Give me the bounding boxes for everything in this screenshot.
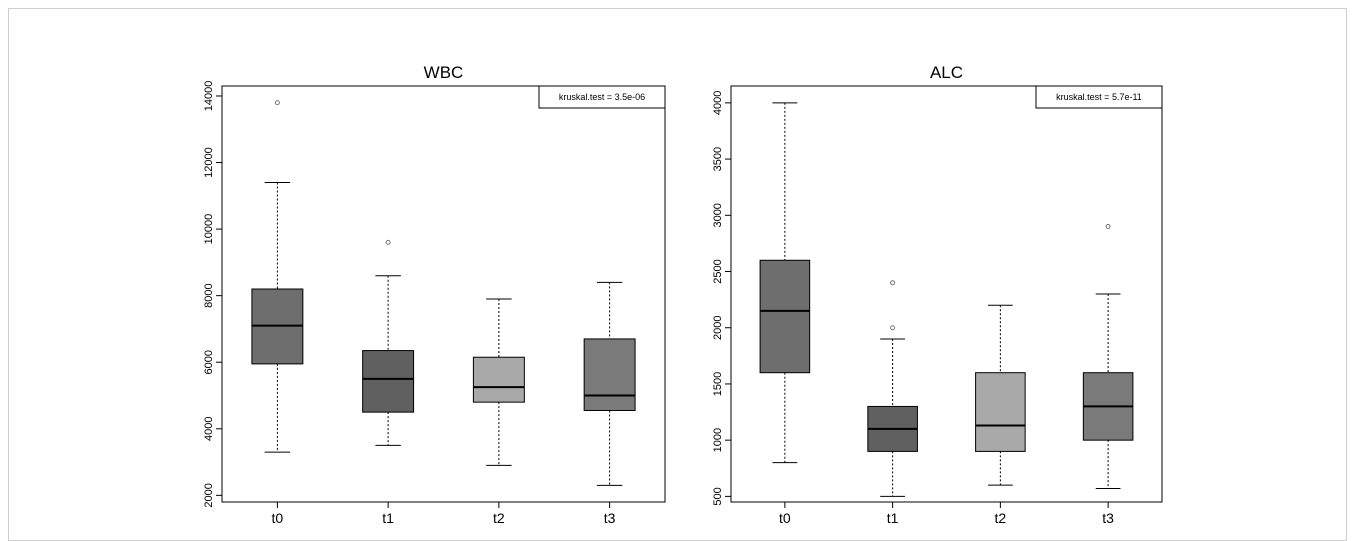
y-tick-label: 6000 xyxy=(203,350,215,374)
annotation-text: kruskal.test = 3.5e-06 xyxy=(559,92,645,102)
x-tick-label: t3 xyxy=(1102,510,1114,526)
outlier-point xyxy=(890,325,896,331)
box-t1 xyxy=(867,280,918,497)
y-tick-label: 3500 xyxy=(712,147,724,171)
y-tick-label: 8000 xyxy=(203,283,215,307)
y-tick-label: 2000 xyxy=(203,483,215,507)
annotation-text: kruskal.test = 5.7e-11 xyxy=(1056,92,1142,102)
box-t0 xyxy=(251,100,304,453)
box-iqr xyxy=(472,356,525,403)
box-t3 xyxy=(583,281,636,486)
box-t2 xyxy=(472,298,525,466)
outlier-point xyxy=(274,100,280,106)
x-tick-label: t1 xyxy=(887,510,899,526)
chart-title: ALC xyxy=(930,63,963,82)
plot-area xyxy=(221,85,666,503)
x-tick-label: t2 xyxy=(995,510,1007,526)
plot-area xyxy=(730,85,1163,503)
x-tick-label: t2 xyxy=(493,510,505,526)
y-tick-label: 14000 xyxy=(203,81,215,112)
annotation-box xyxy=(1035,85,1163,109)
y-tick-label: 1000 xyxy=(712,428,724,452)
y-tick-label: 4000 xyxy=(712,91,724,115)
box-t2 xyxy=(975,304,1026,486)
y-tick-label: 2000 xyxy=(712,315,724,339)
box-iqr xyxy=(362,350,415,413)
x-tick-label: t3 xyxy=(604,510,616,526)
x-tick-label: t0 xyxy=(779,510,791,526)
y-tick-label: 12000 xyxy=(203,147,215,178)
chart-panel-alc: ALC 500 1000 1500 2000 2500 3000 3500 4000 t0 t1 t2… xyxy=(712,63,1163,526)
chart-title: WBC xyxy=(424,63,464,82)
outlier-point xyxy=(385,239,391,245)
y-tick-label: 2500 xyxy=(712,259,724,283)
x-tick-label: t1 xyxy=(382,510,394,526)
box-t3 xyxy=(1082,224,1134,490)
x-tick-label: t0 xyxy=(272,510,284,526)
outlier-point xyxy=(1105,224,1111,230)
box-iqr xyxy=(975,372,1026,452)
outlier-point xyxy=(890,280,896,286)
y-tick-label: 4000 xyxy=(203,417,215,441)
chart-panel-wbc: WBC 2000 4000 6000 8000 10000 12000 14000 t0 t1 t2… xyxy=(203,63,666,526)
annotation-box xyxy=(538,85,666,109)
y-tick-label: 10000 xyxy=(203,214,215,245)
y-tick-label: 3000 xyxy=(712,203,724,227)
box-iqr xyxy=(583,338,636,411)
box-iqr xyxy=(759,259,811,374)
box-t0 xyxy=(759,102,811,464)
y-tick-label: 500 xyxy=(712,487,724,505)
box-t1 xyxy=(362,239,415,446)
y-tick-label: 1500 xyxy=(712,372,724,396)
